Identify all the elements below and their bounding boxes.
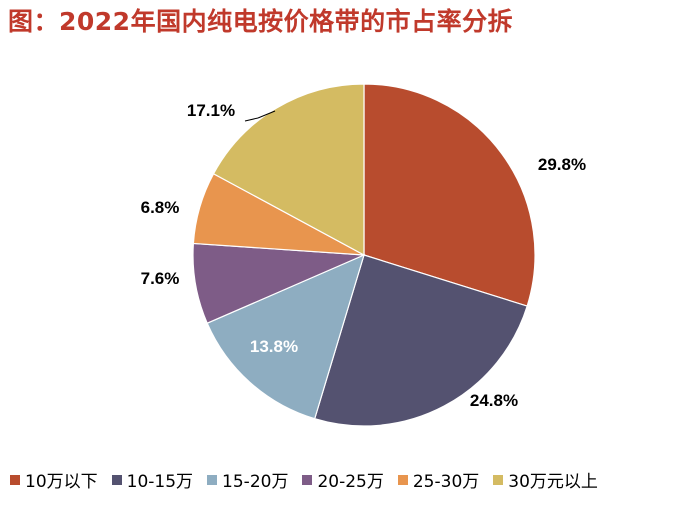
legend-item-3: 15-20万 bbox=[207, 467, 288, 492]
legend-label: 10万以下 bbox=[25, 472, 98, 492]
legend-label: 20-25万 bbox=[317, 472, 384, 492]
legend-swatch bbox=[111, 474, 122, 485]
legend-item-4: 20-25万 bbox=[302, 467, 384, 492]
legend-swatch bbox=[397, 474, 408, 485]
legend: 10万以下 10-15万 15-20万 20-25万 25-30万 30万元以上 bbox=[10, 467, 700, 492]
legend-item-6: 30万元以上 bbox=[493, 467, 598, 492]
leader-line bbox=[257, 110, 276, 119]
legend-label: 30万元以上 bbox=[508, 472, 598, 492]
slice-label-6: 17.1% bbox=[187, 101, 235, 120]
legend-swatch bbox=[302, 474, 313, 485]
legend-item-5: 25-30万 bbox=[397, 467, 480, 492]
pie-slices bbox=[192, 83, 536, 427]
chart-title: 图：2022年国内纯电按价格带的市占率分拆 bbox=[8, 7, 514, 36]
pie-slice-1 bbox=[363, 83, 536, 307]
leader-line bbox=[244, 117, 259, 122]
pie-slice-2 bbox=[313, 254, 528, 427]
legend-label: 15-20万 bbox=[222, 472, 289, 492]
slice-label-1: 29.8% bbox=[538, 155, 586, 174]
legend-item-2: 10-15万 bbox=[111, 467, 194, 492]
legend-label: 10-15万 bbox=[126, 472, 194, 492]
legend-item-1: 10万以下 bbox=[10, 467, 98, 492]
pie-chart: 29.8% 24.8% 13.8% 7.6% 6.8% 17.1% bbox=[141, 83, 586, 427]
slice-label-5: 6.8% bbox=[141, 198, 180, 217]
legend-swatch bbox=[10, 474, 20, 485]
legend-swatch bbox=[207, 474, 218, 485]
slice-label-2: 24.8% bbox=[470, 391, 518, 410]
pie-slice-6 bbox=[212, 83, 365, 257]
legend-swatch bbox=[493, 474, 504, 485]
slice-label-3: 13.8% bbox=[250, 337, 298, 356]
pie-slice-3 bbox=[206, 253, 365, 420]
slice-label-4: 7.6% bbox=[141, 269, 180, 288]
legend-label: 25-30万 bbox=[412, 472, 480, 492]
pie-labels: 29.8% 24.8% 13.8% 7.6% 6.8% 17.1% bbox=[141, 101, 586, 410]
